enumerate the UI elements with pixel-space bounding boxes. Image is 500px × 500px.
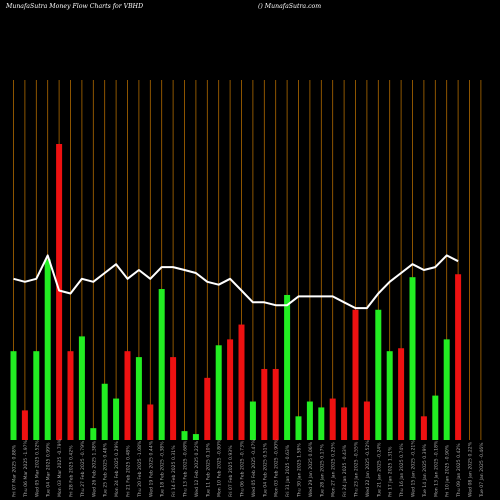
x-tick-label: Tue 04 Mar 2025 0.99% xyxy=(46,442,52,498)
chart-title: MunafaSutra Money Flow Charts for VBHD xyxy=(6,3,144,10)
x-tick-label: Thu 06 Feb 2025 -0.73% xyxy=(240,440,246,498)
bar-up xyxy=(318,407,325,440)
bar-up xyxy=(409,277,416,440)
x-tick-label: Tue 25 Feb 2025 0.48% xyxy=(103,442,109,498)
bar-down xyxy=(352,309,359,440)
bar-down xyxy=(227,339,234,440)
x-tick-label: Tue 04 Feb 2025 0.51% xyxy=(262,442,268,498)
x-tick-label: Tue 14 Jan 2025 0.39% xyxy=(422,443,428,498)
chart-credit: () MunafaSutra.com xyxy=(258,3,322,10)
x-tick-label: Wed 05 Mar 2025 0.52% xyxy=(34,440,40,497)
bar-up xyxy=(101,383,108,440)
bar-up xyxy=(78,336,85,440)
bar-up xyxy=(284,294,291,440)
money-flow-bars xyxy=(10,144,462,440)
x-tick-label: Thu 13 Feb 2025 -0.68% xyxy=(183,440,189,498)
bar-down xyxy=(261,368,268,440)
bar-up xyxy=(443,339,450,440)
bar-up xyxy=(375,309,382,440)
x-tick-label: Fri 31 Jan 2025 -0.63% xyxy=(285,444,291,497)
x-tick-label: Mon 13 Jan 2025 -0.18% xyxy=(433,440,439,497)
bar-down xyxy=(170,357,177,440)
x-tick-label: Tue 18 Feb 2025 -0.38% xyxy=(160,441,166,498)
bar-up xyxy=(10,351,17,440)
x-tick-label: Wed 26 Feb 2025 1.38% xyxy=(91,440,97,497)
x-tick-label: Thu 06 Mar 2025 -1.97% xyxy=(23,439,29,498)
x-tick-label: Mon 10 Feb 2025 -0.80% xyxy=(217,439,223,497)
bar-down xyxy=(363,401,370,440)
bar-down xyxy=(147,404,154,440)
x-tick-label: Wed 08 Jan 2025 0.22% xyxy=(468,441,474,497)
bar-up xyxy=(432,395,439,440)
bar-up xyxy=(181,431,188,440)
x-tick-label: Thu 16 Jan 2025 0.74% xyxy=(399,443,405,498)
bar-up xyxy=(135,357,142,440)
x-tick-label: Wed 15 Jan 2025 -0.21% xyxy=(411,440,417,497)
x-tick-label: Fri 10 Jan 2025 -0.90% xyxy=(445,444,451,497)
x-tick-label: Wed 22 Jan 2025 -0.52% xyxy=(365,440,371,497)
x-tick-label: Wed 29 Jan 2025 0.06% xyxy=(308,441,314,497)
x-tick-label: Wed 19 Feb 2025 0.44% xyxy=(148,440,154,497)
x-tick-label: Fri 14 Feb 2025 0.31% xyxy=(171,445,177,497)
bar-up xyxy=(249,401,256,440)
bar-up xyxy=(113,398,120,440)
bar-up xyxy=(90,428,97,440)
x-tick-label: Thu 23 Jan 2025 -0.55% xyxy=(354,441,360,498)
bar-up xyxy=(215,345,222,440)
bar-down xyxy=(329,398,336,440)
bar-up xyxy=(295,416,302,440)
bar-down xyxy=(341,407,348,440)
bar-down xyxy=(398,348,405,440)
x-tick-label: Thu 20 Feb 2025 -1.08% xyxy=(137,440,143,498)
bar-down xyxy=(238,324,245,440)
x-tick-label: Thu 09 Jan 2025 0.42% xyxy=(456,443,462,498)
x-tick-label: Fri 24 Jan 2025 -0.43% xyxy=(342,444,348,497)
x-tick-label: Tue 11 Feb 2025 0.10% xyxy=(205,442,211,498)
x-tick-label: Thu 30 Jan 2025 1.58% xyxy=(297,443,303,498)
bar-down xyxy=(56,144,63,440)
x-tick-label: Fri 07 Feb 2025 0.93% xyxy=(228,445,234,497)
bar-down xyxy=(67,351,74,440)
x-tick-label: Mon 27 Jan 2025 0.25% xyxy=(331,442,337,497)
bar-up xyxy=(386,351,393,440)
bar-up xyxy=(306,401,313,440)
bar-down xyxy=(455,274,462,440)
bar-down xyxy=(272,368,279,440)
x-axis-labels: Fri 07 Mar 2025 0.88% Thu 06 Mar 2025 -1.… xyxy=(12,438,485,498)
bar-up xyxy=(44,259,51,440)
x-tick-label: Mon 24 Feb 2025 0.29% xyxy=(114,441,120,497)
x-tick-label: Mon 03 Feb 2025 -0.90% xyxy=(274,439,280,497)
x-tick-label: Fri 21 Feb 2025 0.48% xyxy=(126,445,132,497)
x-tick-label: Thu 27 Feb 2025 -0.79% xyxy=(80,440,86,498)
x-tick-label: Fri 28 Feb 2025 0.42% xyxy=(69,445,75,497)
bar-up xyxy=(33,351,40,440)
bar-down xyxy=(124,351,131,440)
x-tick-label: Fri 17 Jan 2025 1.31% xyxy=(388,446,394,497)
x-tick-label: Wed 12 Feb 2025 0.22% xyxy=(194,440,200,497)
x-tick-label: Mon 03 Mar 2025 -0.79% xyxy=(57,438,63,497)
money-flow-line xyxy=(13,254,459,310)
bar-up xyxy=(158,289,165,440)
bar-down xyxy=(21,410,28,440)
x-tick-label: Fri 07 Mar 2025 0.88% xyxy=(12,444,18,497)
x-tick-label: Wed 05 Feb 2025 -0.47% xyxy=(251,439,257,497)
x-tick-label: Tue 21 Jan 2025 -0.24% xyxy=(376,442,382,498)
bar-down xyxy=(420,416,427,440)
bar-down xyxy=(204,377,211,440)
bar-up xyxy=(192,434,199,440)
x-tick-label: Tue 28 Jan 2025 0.17% xyxy=(319,443,325,498)
x-tick-label: Tue 07 Jan 2025 -0.46% xyxy=(479,442,485,498)
